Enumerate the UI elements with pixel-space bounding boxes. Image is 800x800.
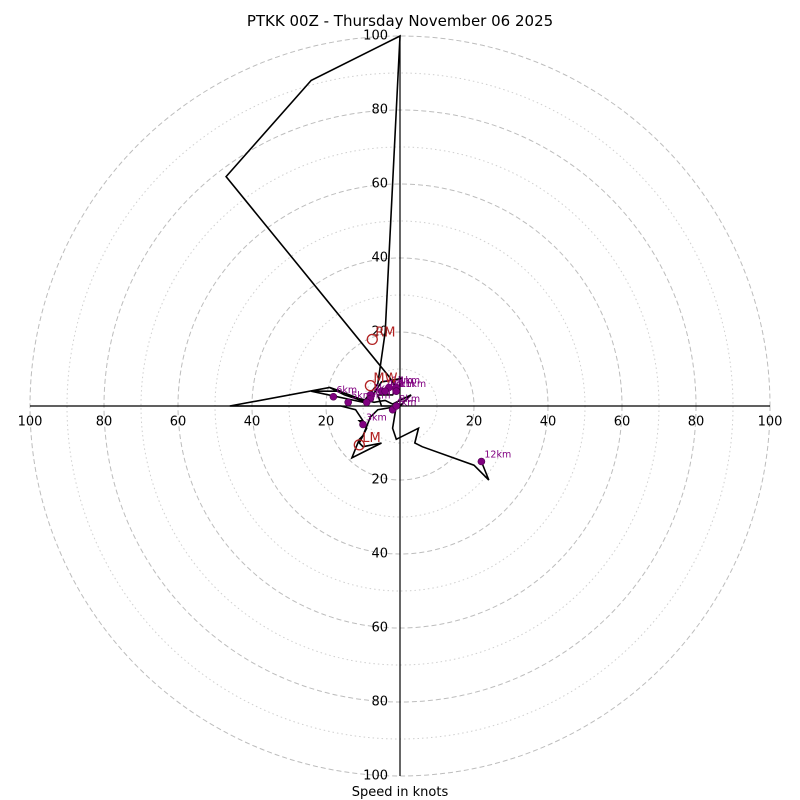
storm-motion-circle [353, 439, 365, 451]
height-marker-label: 5km [351, 390, 372, 401]
tick-label-bottom: 60 [371, 621, 388, 636]
height-marker-dot [359, 420, 367, 429]
storm-motion-label: RM [375, 325, 395, 340]
tick-label-right: 40 [540, 415, 557, 430]
height-marker-dot [344, 398, 353, 407]
height-marker-dot [392, 387, 401, 396]
tick-label-right: 60 [614, 415, 631, 430]
height-marker-label: 4km [396, 398, 417, 409]
height-marker-label: 3km [366, 413, 387, 424]
storm-motion-circle [364, 379, 377, 392]
tick-label-bottom: 20 [371, 473, 388, 488]
height-marker-dot [362, 398, 371, 407]
tick-label-bottom: 80 [371, 695, 388, 710]
tick-label-top: 80 [371, 103, 388, 118]
tick-label-right: 100 [758, 415, 783, 430]
storm-motion-markers: RM LM MW [353, 325, 398, 451]
height-marker-label: 6km [336, 385, 357, 396]
height-marker-label: 9km [370, 390, 391, 401]
hodograph-line [225, 34, 490, 481]
chart-title: PTKK 00Z - Thursday November 06 2025 [247, 12, 553, 30]
storm-motion-label: MW [373, 372, 397, 387]
tick-label-left: 20 [318, 415, 335, 430]
tick-label-top: 60 [371, 177, 388, 192]
tick-label-top: 40 [371, 251, 388, 266]
tick-label-right: 80 [688, 415, 705, 430]
storm-motion-circle [366, 333, 378, 346]
tick-label-bottom: 40 [371, 547, 388, 562]
tick-label-bottom: 100 [363, 769, 388, 784]
height-marker-label: 10km [388, 379, 415, 390]
height-marker-label: 2km [385, 379, 406, 390]
tick-label-top: 100 [363, 29, 388, 44]
height-marker-dot [392, 402, 401, 410]
height-marker-dot [477, 457, 486, 466]
height-marker-label: 1km [399, 376, 420, 387]
hodograph-trace [225, 34, 490, 481]
height-marker-label: 11km [399, 379, 426, 390]
x-axis-label: Speed in knots [352, 785, 449, 800]
height-marker-label: 8km [399, 394, 420, 405]
height-marker-label: 1km [392, 376, 413, 387]
height-marker-label: 12km [484, 450, 511, 461]
tick-label-left: 40 [244, 415, 261, 430]
height-marker-dot [381, 387, 390, 396]
height-marker-dot [329, 392, 338, 401]
height-markers: 1km1km2km2km3km4km5km6km7km8km9km10km11k… [329, 376, 511, 466]
tick-label-right: 20 [466, 415, 483, 430]
tick-label-left: 80 [96, 415, 113, 430]
tick-label-left: 100 [18, 415, 43, 430]
storm-motion-label: LM [362, 431, 380, 446]
tick-label-left: 60 [170, 415, 187, 430]
